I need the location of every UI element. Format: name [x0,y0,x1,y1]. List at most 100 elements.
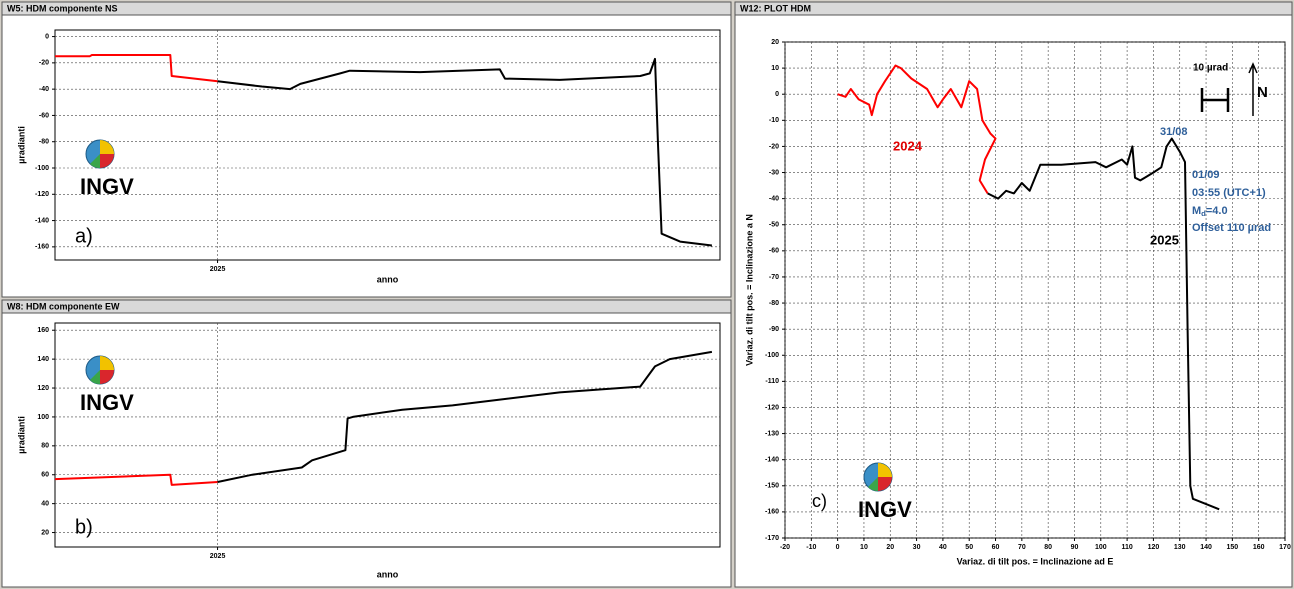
series-line [987,137,1220,511]
x-tick-label: 2025 [210,266,226,273]
y-tick-label: 40 [41,500,49,507]
x-tick-label: 80 [1044,544,1052,551]
y-tick-label: -100 [35,165,49,172]
y-tick-label: 80 [41,443,49,450]
x-axis-label: anno [377,274,399,284]
y-tick-label: -140 [35,217,49,224]
window-title: W5: HDM componente NS [7,3,118,13]
series-line [54,473,218,486]
x-tick-label: -20 [780,544,790,551]
annotation: c) [812,491,827,511]
window-titlebar [1,299,732,314]
y-tick-label: -160 [35,244,49,251]
x-tick-label: 120 [1148,544,1160,551]
x-tick-label: 40 [939,544,947,551]
y-tick-label: 100 [37,414,49,421]
y-tick-label: -150 [765,483,779,490]
x-tick-label: 140 [1200,544,1212,551]
annotation: INGV [858,497,912,522]
annotation: a) [75,225,93,247]
series-line [217,57,713,247]
plot-area [784,41,1286,539]
x-tick-label: 60 [992,544,1000,551]
y-tick-label: 20 [771,39,779,46]
x-tick-label: 20 [886,544,894,551]
y-tick-label: -40 [769,195,779,202]
scale-bar [1200,88,1230,112]
north-arrow [1248,62,1258,116]
globe-sector [878,477,892,491]
series-line [837,64,997,194]
x-tick-label: 110 [1121,544,1132,551]
y-tick-label: 10 [771,65,779,72]
y-tick-label: -70 [769,274,779,281]
annotation-part: d [1201,209,1206,218]
y-tick-label: -10 [769,117,779,124]
globe-sector [100,154,114,168]
x-tick-label: -10 [806,544,816,551]
y-tick-label: -120 [35,191,49,198]
y-tick-label: 140 [37,356,49,363]
annotation: b) [75,516,93,538]
annotation: 31/08 [1160,126,1188,138]
x-tick-label: 50 [965,544,973,551]
y-axis-label: µradianti [16,126,26,164]
globe-sector [100,370,114,384]
y-tick-label: -20 [39,60,49,67]
y-axis-label: Variaz. di tilt pos. = Inclinazione a N [744,214,754,366]
globe-sector [100,140,114,154]
y-tick-label: 20 [41,529,49,536]
annotation: N [1257,84,1268,101]
annotation: 03:55 (UTC+1) [1192,187,1266,199]
series-line [55,54,218,83]
y-tick-label: -100 [765,352,779,359]
annotation: 2024 [893,138,923,153]
y-tick-label: 0 [775,91,779,98]
x-tick-label: 90 [1071,544,1079,551]
x-tick-label: 170 [1279,544,1291,551]
x-tick-label: 100 [1095,544,1107,551]
window-title: W8: HDM componente EW [7,301,120,311]
x-tick-label: 30 [913,544,921,551]
y-tick-label: -170 [765,535,779,542]
annotation-part: M [1192,205,1201,217]
annotation: 2025 [1150,232,1179,247]
annotation: Md=4.0 [1192,205,1228,218]
y-tick-label: 0 [45,33,49,40]
globe-sector [90,154,100,169]
y-axis-label: µradianti [16,416,26,454]
annotation: Offset 110 µrad [1192,222,1271,234]
y-tick-label: -130 [765,430,779,437]
window-titlebar [1,1,732,16]
x-axis-label: Variaz. di tilt pos. = Inclinazione ad E [957,556,1114,566]
globe-sector [100,356,114,370]
y-tick-label: -50 [769,222,779,229]
globe-sector [878,463,892,477]
y-tick-label: -120 [765,404,779,411]
annotation-part: =4.0 [1206,205,1228,217]
window-title: W12: PLOT HDM [740,3,811,13]
x-tick-label: 70 [1018,544,1026,551]
x-tick-label: 2025 [210,553,226,560]
annotation: 01/09 [1192,169,1220,181]
globe-sector [90,370,100,385]
y-tick-label: -160 [765,509,779,516]
logo-globe [85,139,115,169]
logo-globe [863,462,893,492]
plot-area [54,29,721,261]
globe-sector [868,477,878,492]
y-tick-label: -80 [769,300,779,307]
annotation: INGV [80,390,134,415]
x-tick-label: 0 [836,544,840,551]
x-axis-label: anno [377,569,399,579]
x-tick-label: 10 [860,544,868,551]
x-tick-label: 130 [1174,544,1186,551]
y-tick-label: -40 [39,86,49,93]
y-tick-label: -110 [765,378,779,385]
y-tick-label: -90 [769,326,779,333]
y-tick-label: 160 [37,327,49,334]
plot-area [54,322,721,548]
y-tick-label: -20 [769,143,779,150]
series-line [217,350,713,483]
